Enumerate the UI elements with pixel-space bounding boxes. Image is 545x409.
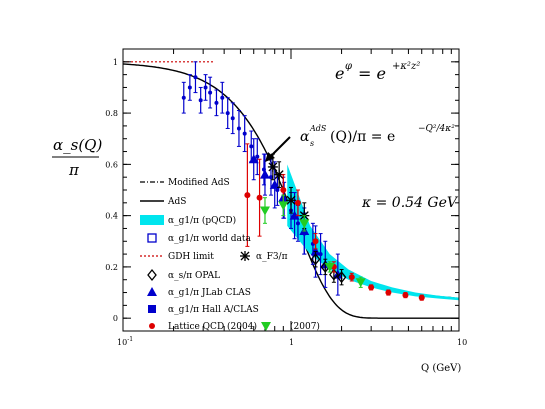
legend-swatch-marker [261, 322, 271, 331]
data-point [244, 192, 251, 199]
data-point [310, 253, 321, 266]
annotation-arrowhead [265, 152, 275, 162]
data-point [294, 199, 301, 206]
plot-area [122, 61, 460, 319]
data-point [181, 95, 186, 100]
ads-formula-exp: −Q²/4κ² [418, 124, 455, 134]
y-tick-label: 0 [113, 314, 118, 323]
asterisk-stroke [286, 195, 296, 205]
x-tick-label-exponent: -1 [127, 336, 133, 343]
legend-swatch-marker [240, 251, 250, 261]
data-point [249, 144, 254, 149]
axes: 0 0.2 0.4 0.6 0.8 1 10-1 1 10 [105, 48, 467, 347]
y-axis-label-numerator: α_s(Q) [53, 136, 102, 154]
data-point [242, 131, 247, 136]
legend-label: α_g1/π JLab CLAS [168, 288, 251, 298]
data-point [295, 221, 300, 226]
data-point [203, 85, 208, 90]
data-point [348, 274, 355, 281]
data-point [368, 284, 375, 291]
legend-label: GDH limit [168, 252, 214, 262]
x-tick-label: 1 [289, 338, 294, 347]
data-point [299, 219, 310, 229]
data-point [324, 262, 335, 272]
data-point [259, 206, 270, 216]
y-tick-label: 0.4 [105, 212, 118, 221]
dilaton-exp-rhs: +κ²z² [392, 61, 420, 72]
y-tick-label: 0.2 [105, 263, 118, 272]
data-point [336, 271, 347, 284]
y-axis-label: α_s(Q) π [52, 136, 102, 179]
data-point [312, 238, 319, 245]
dilaton-eq: = e [358, 64, 386, 83]
data-point [208, 90, 213, 95]
legend-swatch-marker [147, 268, 157, 282]
data-point [402, 292, 409, 299]
legend-label: Modified AdS [168, 178, 230, 188]
data-point [267, 161, 278, 172]
x-axis-label: Q (GeV) [421, 363, 461, 374]
asterisk-stroke [240, 251, 250, 261]
y-axis-label-denominator: π [68, 161, 80, 179]
legend-swatch-marker [148, 305, 156, 313]
data-point [236, 126, 241, 131]
legend-label: α_g1/π world data [168, 234, 252, 244]
data-point [256, 194, 263, 201]
legend-swatch-marker [147, 287, 157, 296]
data-point [214, 100, 219, 105]
legend-label: α_s/π OPAL [168, 271, 220, 281]
data-point [193, 75, 198, 80]
data-point [280, 187, 287, 193]
data-point [187, 85, 192, 90]
asterisk-stroke [274, 170, 284, 180]
dilaton-annotation: e φ = e +κ²z² [335, 61, 420, 83]
y-tick-label: 0.6 [105, 160, 118, 169]
series-2007 [259, 194, 366, 288]
ads-formula-mid: (Q)/π = e [330, 129, 395, 145]
data-point [269, 179, 280, 189]
ads-formula-lhs: α [300, 129, 310, 145]
legend-swatch-band [140, 215, 164, 225]
kappa-annotation: κ = 0.54 GeV [361, 195, 459, 211]
x-tick-label: 10 [457, 338, 467, 347]
legend-swatch-marker [149, 323, 155, 329]
y-tick-label: 1 [113, 58, 118, 67]
data-point [225, 111, 230, 116]
legend: Modified AdS AdS α_g1/π (pQCD) α_g1/π world… [140, 178, 320, 332]
legend-label: α_F3/π [256, 252, 288, 262]
data-point [355, 278, 366, 288]
x-tick-label: 10-1 [117, 336, 133, 347]
dilaton-exp-lhs: φ [345, 61, 352, 72]
data-point [329, 268, 339, 281]
data-point [275, 188, 280, 192]
data-point [278, 201, 289, 211]
data-point [255, 154, 260, 159]
data-point [198, 98, 203, 103]
legend-label: α_g1/π Hall A/CLAS [168, 305, 259, 315]
legend-label: Lattice QCD (2004) [168, 321, 257, 332]
legend-label: (2007) [290, 321, 320, 332]
legend-swatch-marker [147, 233, 157, 243]
data-point [289, 210, 300, 220]
data-point [248, 154, 259, 164]
data-point [230, 116, 235, 121]
ads-formula-annotation: α s AdS (Q)/π = e −Q²/4κ² [300, 124, 455, 148]
dilaton-base: e [335, 64, 344, 83]
data-point [220, 95, 225, 100]
data-point [268, 175, 273, 180]
annotation-arrow [269, 136, 291, 158]
legend-label: AdS [167, 197, 186, 207]
data-point [385, 289, 392, 296]
asterisk-stroke [268, 162, 278, 172]
ads-formula-sup: AdS [309, 124, 327, 133]
data-point [259, 169, 270, 179]
data-point [286, 195, 296, 206]
legend-label: α_g1/π (pQCD) [168, 215, 236, 226]
data-point [418, 294, 425, 301]
y-tick-label: 0.8 [105, 109, 118, 118]
ads-formula-sub: s [310, 139, 314, 148]
